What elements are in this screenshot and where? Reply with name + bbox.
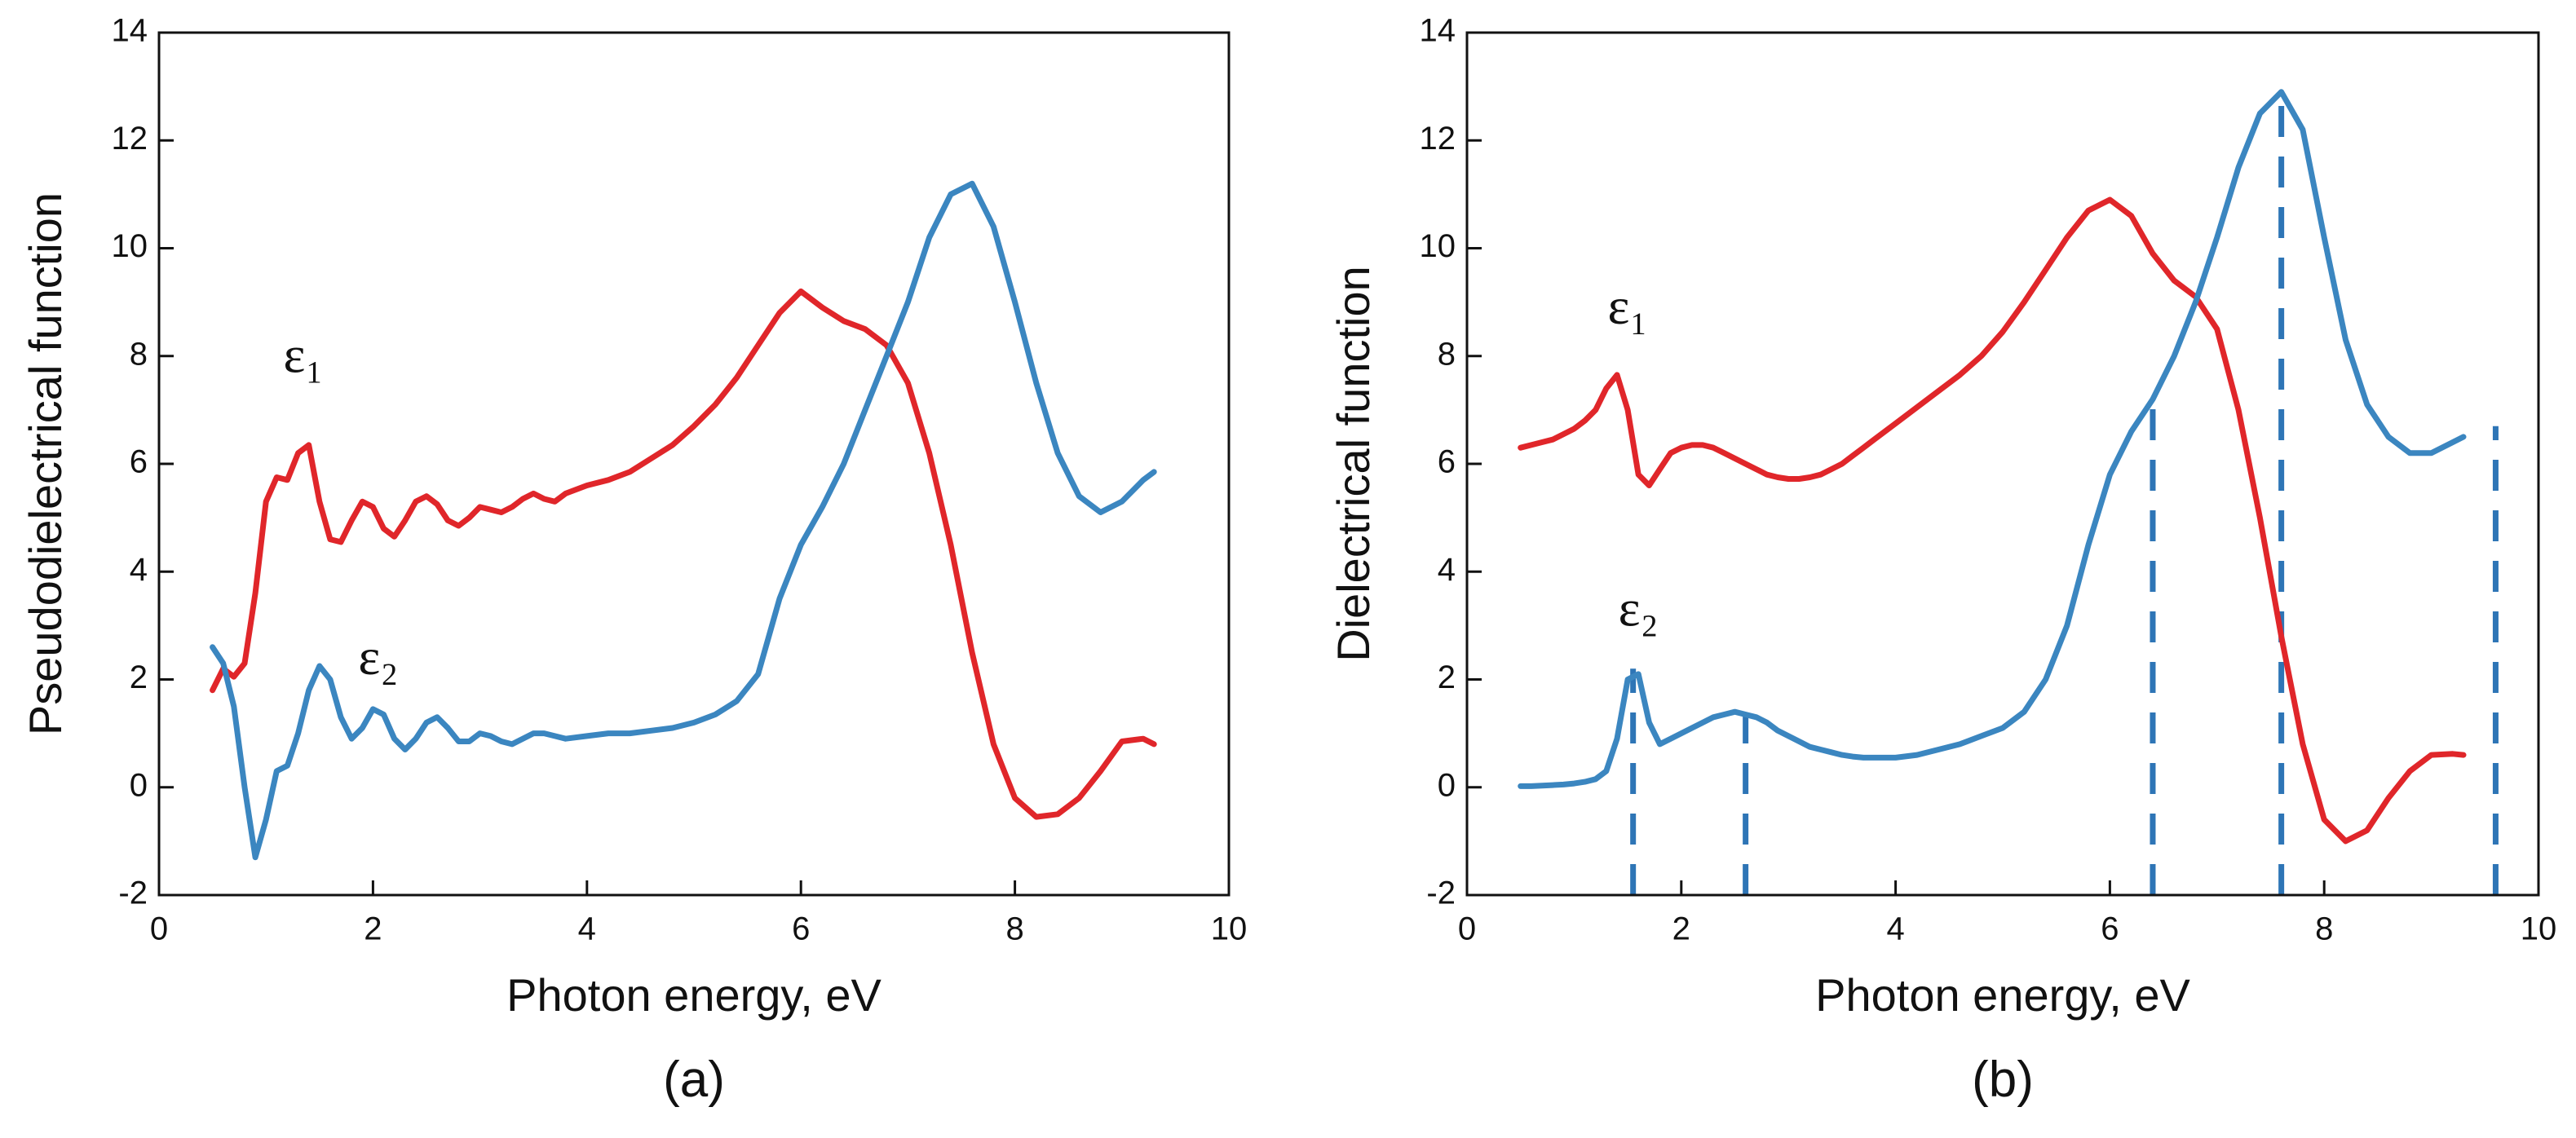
data-line: [1518, 196, 2467, 845]
x-tick-label: 10: [2521, 911, 2557, 947]
data-line: [210, 180, 1157, 861]
plot-frame: [1465, 31, 2540, 897]
x-tick-label: 0: [1458, 911, 1476, 947]
x-axis-label: Photon energy, eV: [506, 969, 881, 1021]
y-tick-label: -2: [118, 876, 148, 911]
y-tick-label: 10: [112, 228, 148, 264]
caption: (a): [663, 1052, 725, 1108]
data-line: [1518, 89, 2467, 789]
x-tick-label: 2: [1672, 911, 1690, 947]
x-tick-label: 0: [150, 911, 168, 947]
y-tick-label: 2: [130, 659, 148, 695]
y-axis-label: Pseudodielectrical function: [20, 192, 71, 735]
y-tick-label: 6: [130, 444, 148, 480]
y-tick-label: 0: [1438, 767, 1456, 803]
y-tick-label: 10: [1420, 228, 1456, 264]
x-tick-label: 6: [2101, 911, 2119, 947]
x-tick-label: 4: [578, 911, 596, 947]
y-tick-label: 2: [1438, 659, 1456, 695]
caption: (b): [1972, 1052, 2034, 1108]
plot-frame: [157, 31, 1231, 897]
x-tick-label: 8: [1005, 911, 1023, 947]
y-tick-label: 4: [130, 552, 148, 588]
y-tick-label: 14: [1420, 13, 1456, 49]
y-axis-label: Dielectrical function: [1328, 266, 1379, 662]
annotation: ε₁: [1608, 277, 1648, 335]
annotation: ε₂: [1619, 579, 1659, 637]
x-tick-label: 4: [1886, 911, 1904, 947]
y-tick-label: 8: [130, 336, 148, 372]
y-tick-label: -2: [1426, 876, 1456, 911]
y-tick-label: 0: [130, 767, 148, 803]
annotation: ε₂: [358, 628, 398, 686]
data-line: [210, 288, 1157, 820]
y-tick-label: 8: [1438, 336, 1456, 372]
x-tick-label: 10: [1211, 911, 1248, 947]
x-tick-label: 6: [792, 911, 810, 947]
x-tick-label: 8: [2315, 911, 2333, 947]
x-axis-label: Photon energy, eV: [1815, 969, 2190, 1021]
y-tick-label: 14: [112, 13, 148, 49]
y-tick-label: 6: [1438, 444, 1456, 480]
y-tick-label: 12: [112, 121, 148, 157]
y-tick-label: 12: [1420, 121, 1456, 157]
annotation: ε₁: [284, 326, 324, 384]
x-tick-label: 2: [364, 911, 382, 947]
y-tick-label: 4: [1438, 552, 1456, 588]
